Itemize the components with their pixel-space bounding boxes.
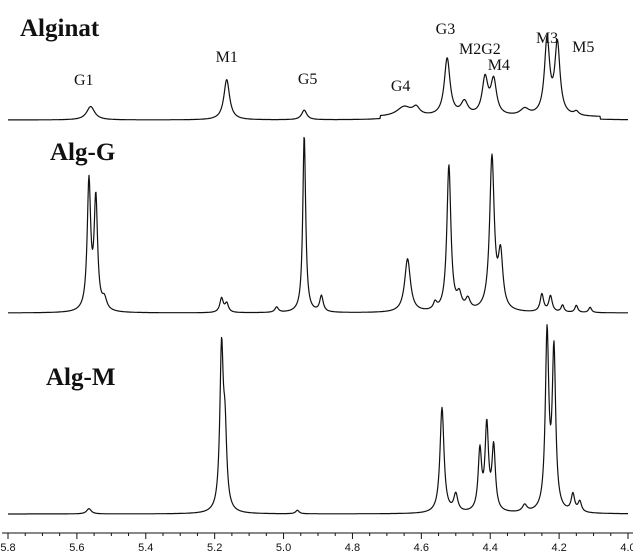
panel-labels: Alginat Alg-G Alg-M [20,15,115,391]
x-tick-label: 5.8 [0,542,15,554]
peak-label-g3: G3 [436,21,456,38]
peak-label-g1: G1 [74,72,94,89]
peak-label-g4: G4 [391,78,411,95]
x-tick-label: 4.2 [551,542,566,554]
peak-label-m3: M3 [536,30,558,47]
peak-label-m4: M4 [488,57,510,74]
panel-label-0: Alginat [20,15,100,42]
spectrum-trace-2 [7,324,629,515]
panel-label-1: Alg-G [50,139,115,166]
peak-label-m2g2: M2G2 [459,41,501,58]
peak-label-m5: M5 [572,39,594,56]
x-tick-label: 4.6 [414,542,429,554]
x-axis: 5.8 5.6 5.4 5.2 5.0 4.8 4.6 4.4 4.2 4.0 [0,532,633,554]
x-tick-label: 5.0 [276,542,291,554]
peak-label-m1: M1 [216,49,238,66]
x-tick-label: 5.4 [138,542,153,554]
spectrum-traces [7,35,629,515]
x-tick-label: 5.2 [207,542,222,554]
panel-label-2: Alg-M [46,364,115,391]
x-tick-label: 4.8 [345,542,360,554]
spectrum-trace-0 [7,35,629,121]
x-tick-label: 4.0 [620,542,633,554]
spectrum-trace-1 [7,136,629,314]
x-tick-label: 4.4 [483,542,498,554]
peak-label-g5: G5 [298,71,318,88]
x-tick-label: 5.6 [69,542,84,554]
